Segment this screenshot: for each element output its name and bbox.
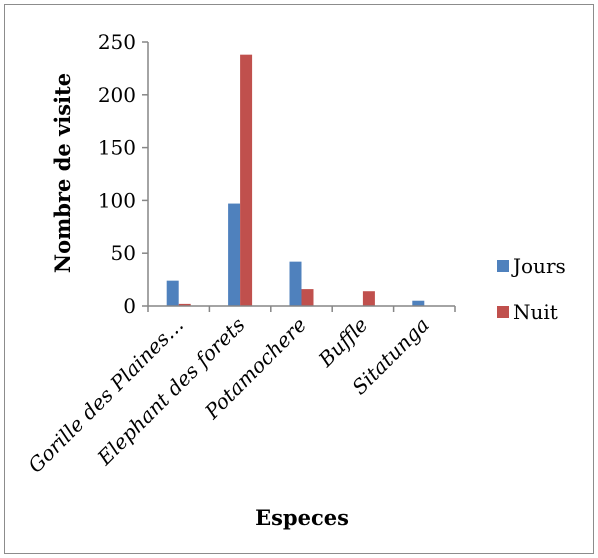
bar-nuit [362, 291, 375, 306]
bar-nuit [301, 289, 314, 306]
y-tick-label: 150 [98, 136, 136, 160]
y-axis-title: Nombre de visite [50, 73, 75, 273]
y-tick-label: 0 [123, 294, 136, 318]
bar-nuit [178, 303, 191, 306]
y-tick-label: 200 [98, 83, 136, 107]
bar-nuit [240, 54, 253, 307]
x-axis-ticks: Gorille des Plaines…Elephant des foretsP… [23, 306, 456, 478]
y-axis-ticks: 0 50 100 150 200 250 [98, 30, 148, 318]
y-tick-label: 50 [111, 241, 136, 265]
bar-jours [289, 261, 302, 306]
bar-jours [166, 280, 179, 306]
x-category-label: Buffle [313, 313, 372, 372]
y-tick-label: 100 [98, 188, 136, 212]
legend-label-jours: Jours [511, 254, 566, 278]
y-tick-label: 250 [98, 30, 136, 54]
bar-jours [228, 203, 241, 306]
legend-label-nuit: Nuit [513, 300, 558, 324]
x-axis-title: Especes [255, 505, 349, 530]
bars [166, 54, 425, 307]
legend-swatch-jours [497, 260, 509, 272]
bar-jours [412, 300, 425, 306]
legend-swatch-nuit [497, 306, 509, 318]
legend: Jours Nuit [497, 254, 566, 324]
